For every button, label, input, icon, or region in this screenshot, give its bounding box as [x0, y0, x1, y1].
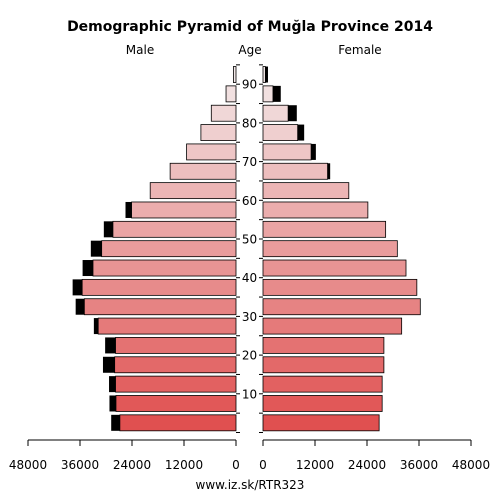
male-excess-25-29: [93, 318, 99, 335]
female-excess-80-84: [288, 105, 297, 122]
male-bar-35-39: [81, 278, 237, 296]
male-bar-30-34: [83, 298, 237, 316]
age-tick-label: 20: [242, 349, 257, 363]
male-bar-60-64: [149, 182, 237, 200]
age-tick-label: 80: [242, 116, 257, 130]
female-bar-25-29: [262, 317, 403, 335]
female-bar-30-34: [262, 298, 421, 316]
age-tick-label: 10: [242, 387, 257, 401]
bars-group: [72, 66, 421, 432]
female-bar-90+: [262, 66, 266, 83]
female-x-tick-label: 48000: [452, 458, 490, 472]
female-x-tick-label: 12000: [296, 458, 334, 472]
female-bar-0-4: [262, 414, 380, 432]
chart-title: Demographic Pyramid of Muğla Province 20…: [67, 19, 433, 35]
female-bar-60-64: [262, 182, 350, 200]
female-bar-35-39: [262, 278, 418, 296]
female-excess-70-74: [311, 143, 316, 160]
female-bar-5-9: [262, 395, 383, 412]
female-bar-15-19: [262, 356, 385, 374]
age-label: Age: [238, 43, 261, 57]
age-tick-label: 50: [242, 233, 257, 247]
male-bar-10-14: [115, 375, 237, 393]
male-excess-20-24: [105, 337, 116, 354]
female-x-tick-label: 36000: [400, 458, 438, 472]
female-bar-65-69: [262, 162, 328, 180]
female-excess-85-89: [272, 85, 281, 102]
female-x-tick-label: 0: [259, 458, 267, 472]
male-label: Male: [126, 43, 154, 57]
female-excess-65-69: [327, 163, 331, 180]
footer-source: www.iz.sk/RTR323: [196, 478, 305, 492]
female-label: Female: [338, 43, 381, 57]
male-bar-65-69: [169, 162, 237, 180]
male-excess-30-34: [75, 298, 85, 315]
male-x-tick-label: 0: [232, 458, 240, 472]
female-bar-45-49: [262, 240, 398, 258]
male-x-tick-label: 24000: [113, 458, 151, 472]
age-tick-label: 70: [242, 155, 257, 169]
axes-group: 48000 48000 36000 36000 24000 24000 12000 12000…: [9, 64, 490, 472]
male-bar-55-59: [131, 201, 237, 219]
male-bar-80-84: [210, 104, 237, 122]
female-bar-20-24: [262, 337, 385, 354]
age-tick-label: 90: [242, 78, 257, 92]
female-bar-85-89: [262, 85, 274, 103]
age-tick-label: 60: [242, 194, 257, 208]
male-bar-90+: [232, 66, 237, 83]
male-bar-75-79: [200, 124, 237, 141]
female-bar-80-84: [262, 104, 289, 122]
female-bar-70-74: [262, 143, 312, 161]
male-x-tick-label: 48000: [9, 458, 47, 472]
male-excess-55-59: [125, 201, 132, 218]
male-bar-20-24: [115, 337, 237, 354]
male-bar-85-89: [225, 85, 237, 103]
male-excess-50-54: [103, 221, 113, 238]
male-x-tick-label: 36000: [61, 458, 99, 472]
male-bar-15-19: [114, 356, 237, 374]
male-bar-0-4: [119, 414, 237, 432]
male-excess-15-19: [102, 356, 115, 373]
female-bar-75-79: [262, 124, 299, 141]
male-bar-45-49: [101, 240, 237, 258]
male-bar-25-29: [97, 317, 237, 335]
male-excess-5-9: [109, 395, 116, 412]
male-bar-40-44: [92, 259, 237, 277]
male-excess-40-44: [82, 260, 93, 277]
female-bar-50-54: [262, 220, 387, 238]
male-bar-50-54: [112, 220, 237, 238]
female-x-tick-label: 24000: [348, 458, 386, 472]
age-tick-label: 30: [242, 310, 257, 324]
male-excess-10-14: [109, 376, 116, 393]
female-excess-90+: [265, 66, 268, 83]
male-excess-0-4: [111, 414, 120, 431]
male-excess-45-49: [90, 240, 102, 257]
male-bar-5-9: [115, 395, 237, 412]
female-bar-55-59: [262, 201, 369, 219]
male-bar-70-74: [186, 143, 237, 161]
female-excess-75-79: [297, 124, 305, 141]
age-tick-label: 40: [242, 271, 257, 285]
female-bar-10-14: [262, 375, 383, 393]
male-excess-35-39: [72, 279, 83, 296]
female-bar-40-44: [262, 259, 407, 277]
male-x-tick-label: 12000: [165, 458, 203, 472]
